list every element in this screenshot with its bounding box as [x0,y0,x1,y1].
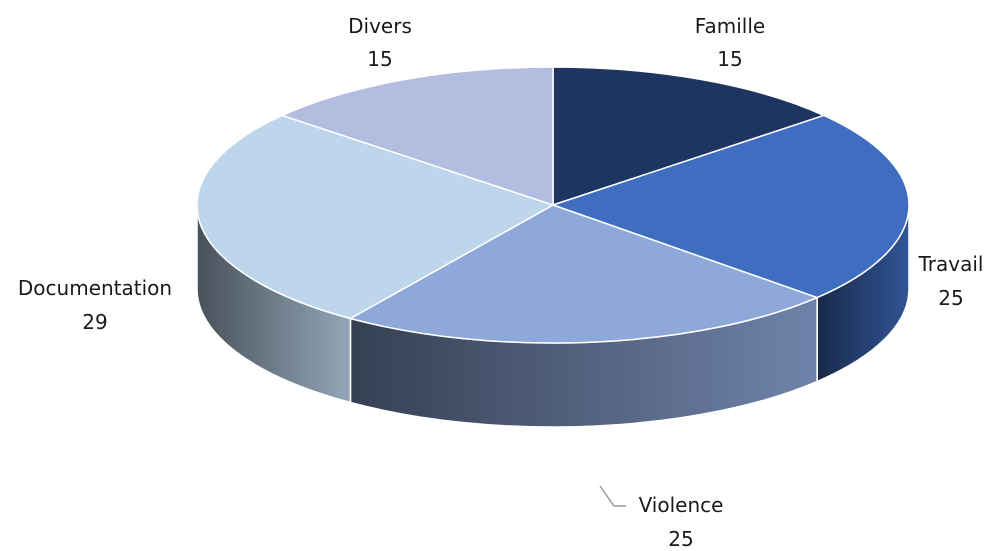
data-label-travail-name: Travail [918,252,984,276]
data-label-divers-name: Divers [348,14,412,38]
data-label-famille-name: Famille [695,14,765,38]
data-label-violence-name: Violence [639,493,724,517]
data-label-divers-value: 15 [367,47,392,71]
data-label-documentation-name: Documentation [18,276,172,300]
pie-slice-documentation [196,114,555,320]
pie-slice-divers [280,66,554,207]
data-label-documentation-value: 29 [82,310,107,334]
pie-slice-violence [348,204,820,344]
data-label-violence-value: 25 [668,527,693,551]
pie-slice-travail [550,114,910,299]
leader-line-violence [599,485,626,507]
data-label-travail-value: 25 [938,286,963,310]
pie-slice-famille [552,66,826,207]
data-label-famille-value: 15 [717,47,742,71]
